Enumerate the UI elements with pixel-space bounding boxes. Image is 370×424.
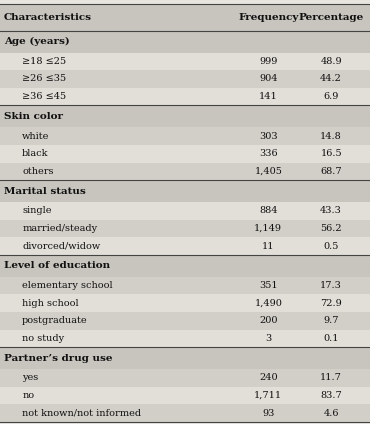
Bar (0, 387, 370, 404)
Text: 48.9: 48.9 (320, 57, 342, 66)
Text: 14.8: 14.8 (320, 131, 342, 141)
Text: 43.3: 43.3 (320, 206, 342, 215)
Bar (0, 277, 370, 294)
Text: 1,711: 1,711 (254, 391, 282, 400)
Bar (0, 105, 370, 127)
Text: 11.7: 11.7 (320, 374, 342, 382)
Bar (0, 294, 370, 312)
Text: 4.6: 4.6 (323, 409, 339, 418)
Text: Percentage: Percentage (299, 13, 364, 22)
Text: 83.7: 83.7 (320, 391, 342, 400)
Text: 303: 303 (259, 131, 278, 141)
Text: high school: high school (22, 298, 79, 308)
Text: 6.9: 6.9 (323, 92, 339, 101)
Text: Marital status: Marital status (4, 187, 85, 195)
Text: 72.9: 72.9 (320, 298, 342, 308)
Text: 17.3: 17.3 (320, 281, 342, 290)
Text: 200: 200 (259, 316, 278, 325)
Text: 56.2: 56.2 (320, 224, 342, 233)
Text: 16.5: 16.5 (320, 149, 342, 158)
Text: Frequency: Frequency (238, 13, 299, 22)
Text: ≥18 ≤25: ≥18 ≤25 (22, 57, 66, 66)
Text: white: white (22, 131, 50, 141)
Bar (0, 180, 370, 202)
Text: 9.7: 9.7 (323, 316, 339, 325)
Bar (0, 4, 370, 31)
Text: 93: 93 (262, 409, 275, 418)
Text: 240: 240 (259, 374, 278, 382)
Bar (0, 31, 370, 53)
Bar (0, 202, 370, 220)
Text: yes: yes (22, 374, 38, 382)
Text: 68.7: 68.7 (320, 167, 342, 176)
Bar (0, 53, 370, 70)
Text: single: single (22, 206, 52, 215)
Bar (0, 127, 370, 145)
Bar (0, 255, 370, 277)
Text: no study: no study (22, 334, 64, 343)
Text: others: others (22, 167, 54, 176)
Text: 0.1: 0.1 (323, 334, 339, 343)
Text: divorced/widow: divorced/widow (22, 242, 100, 251)
Text: not known/not informed: not known/not informed (22, 409, 141, 418)
Bar (0, 329, 370, 347)
Bar (0, 404, 370, 422)
Text: Characteristics: Characteristics (4, 13, 92, 22)
Text: Level of education: Level of education (4, 261, 110, 271)
Bar (0, 70, 370, 88)
Text: Partner’s drug use: Partner’s drug use (4, 354, 112, 363)
Text: 1,490: 1,490 (254, 298, 282, 308)
Text: 1,405: 1,405 (254, 167, 282, 176)
Text: 884: 884 (259, 206, 278, 215)
Text: 351: 351 (259, 281, 278, 290)
Text: 904: 904 (259, 75, 278, 84)
Text: 11: 11 (262, 242, 275, 251)
Text: 44.2: 44.2 (320, 75, 342, 84)
Text: 141: 141 (259, 92, 278, 101)
Text: Skin color: Skin color (4, 112, 63, 121)
Text: no: no (22, 391, 34, 400)
Text: 336: 336 (259, 149, 278, 158)
Bar (0, 162, 370, 180)
Text: elementary school: elementary school (22, 281, 113, 290)
Text: ≥26 ≤35: ≥26 ≤35 (22, 75, 66, 84)
Text: 0.5: 0.5 (323, 242, 339, 251)
Bar (0, 220, 370, 237)
Bar (0, 145, 370, 162)
Text: ≥36 ≤45: ≥36 ≤45 (22, 92, 66, 101)
Bar (0, 369, 370, 387)
Bar (0, 347, 370, 369)
Text: 1,149: 1,149 (254, 224, 282, 233)
Bar (0, 88, 370, 105)
Text: postgraduate: postgraduate (22, 316, 88, 325)
Text: Age (years): Age (years) (4, 37, 70, 46)
Bar (0, 312, 370, 329)
Text: married/steady: married/steady (22, 224, 97, 233)
Text: 3: 3 (265, 334, 271, 343)
Text: black: black (22, 149, 49, 158)
Text: 999: 999 (259, 57, 278, 66)
Bar (0, 237, 370, 255)
